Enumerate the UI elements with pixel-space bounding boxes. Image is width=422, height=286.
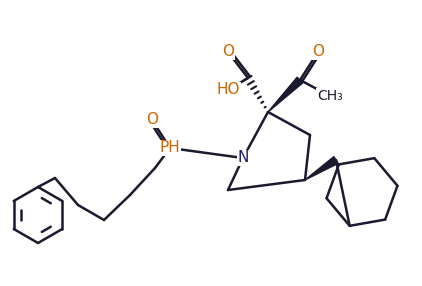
Polygon shape: [305, 157, 338, 180]
Text: HO: HO: [216, 82, 240, 98]
Text: N: N: [237, 150, 249, 166]
Text: O: O: [222, 45, 234, 59]
Text: CH₃: CH₃: [317, 89, 343, 103]
Text: O: O: [146, 112, 158, 128]
Text: PH: PH: [160, 140, 180, 156]
Text: O: O: [312, 45, 324, 59]
Polygon shape: [268, 77, 303, 112]
